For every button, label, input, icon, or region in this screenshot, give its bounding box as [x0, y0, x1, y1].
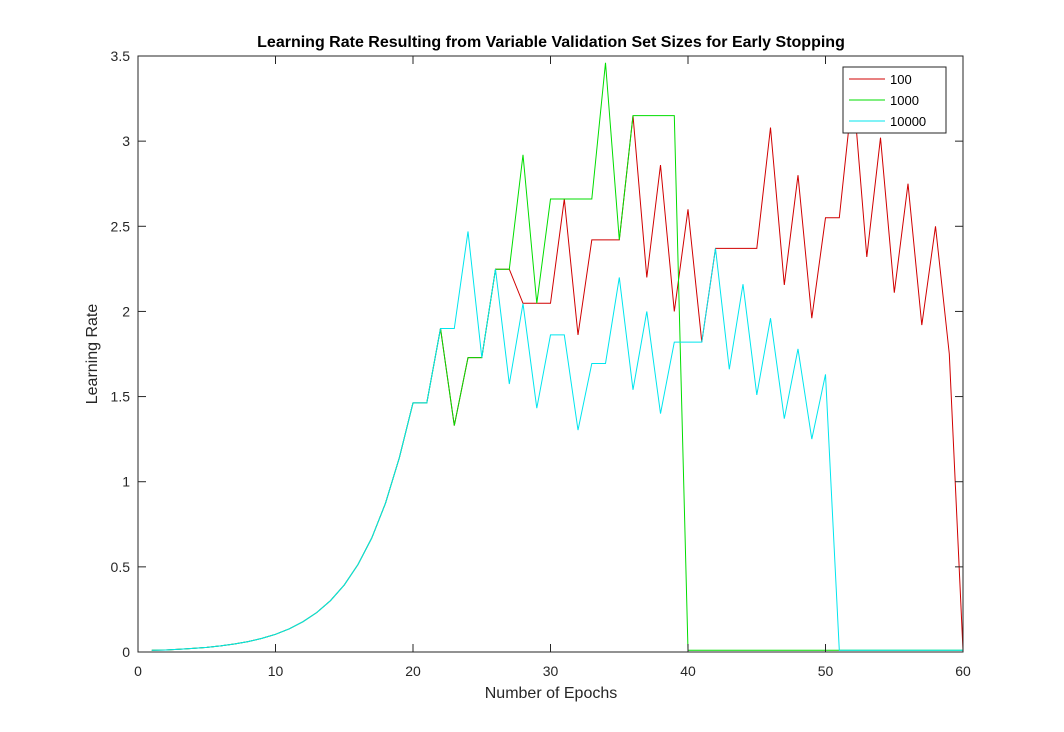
x-tick-label: 30 — [543, 663, 559, 679]
x-axis-ticks: 0 10 20 30 40 50 60 — [134, 56, 971, 679]
legend-label-100: 100 — [890, 72, 912, 87]
series-layer — [151, 62, 964, 651]
legend: 100 1000 10000 — [842, 66, 947, 134]
x-tick-label: 20 — [405, 663, 421, 679]
y-tick-label: 1 — [122, 474, 130, 490]
legend-label-10000: 10000 — [890, 114, 926, 129]
x-tick-label: 60 — [955, 663, 971, 679]
legend-label-1000: 1000 — [890, 93, 919, 108]
y-tick-label: 2 — [122, 303, 130, 319]
y-axis-title: Learning Rate — [84, 304, 101, 405]
series-line-10000 — [151, 231, 963, 651]
y-tick-label: 3.5 — [111, 48, 131, 64]
x-tick-label: 40 — [680, 663, 696, 679]
y-tick-label: 1.5 — [111, 389, 131, 405]
x-tick-label: 10 — [268, 663, 284, 679]
y-tick-label: 0.5 — [111, 559, 131, 575]
plot-area — [138, 56, 963, 652]
chart-title: Learning Rate Resulting from Variable Va… — [257, 34, 845, 51]
y-axis-ticks: 0 0.5 1 1.5 2 2.5 3 3.5 — [111, 48, 963, 660]
y-tick-label: 0 — [122, 644, 130, 660]
x-axis-title: Number of Epochs — [485, 685, 618, 702]
y-tick-label: 2.5 — [111, 218, 131, 234]
y-tick-label: 3 — [122, 133, 130, 149]
x-tick-label: 50 — [818, 663, 834, 679]
x-tick-label: 0 — [134, 663, 142, 679]
